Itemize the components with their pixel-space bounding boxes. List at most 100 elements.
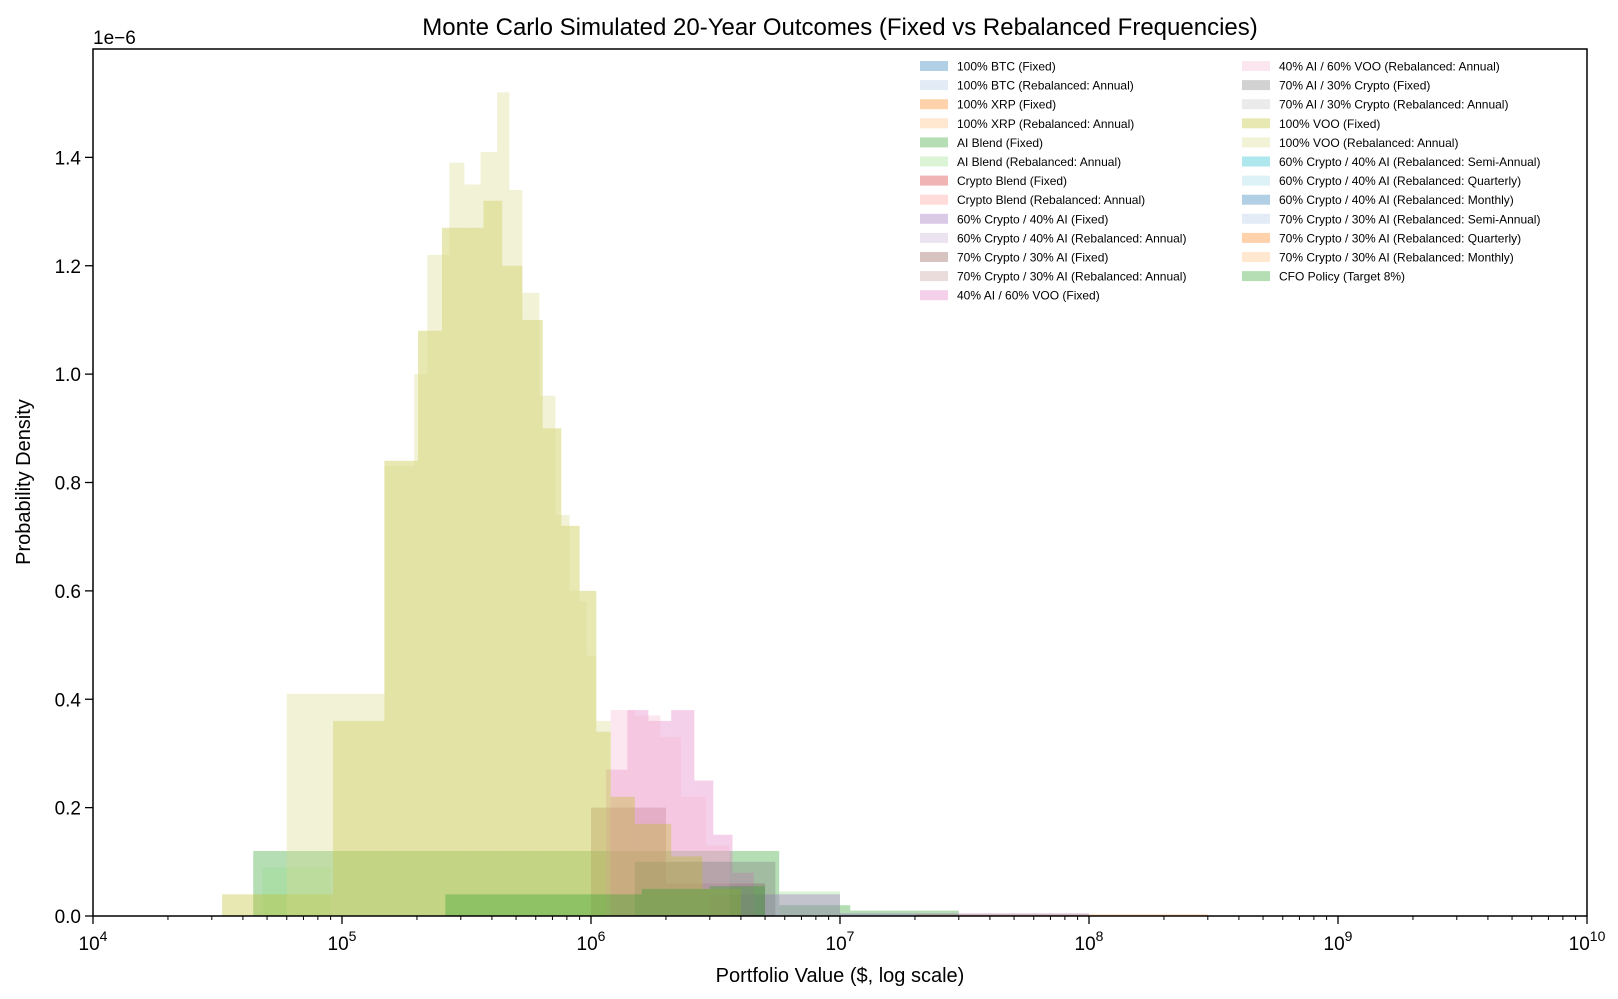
histogram-bars bbox=[222, 92, 1208, 917]
legend-swatch-3 bbox=[920, 118, 948, 129]
legend-label-0: 100% BTC (Fixed) bbox=[957, 60, 1056, 74]
bar-series-14-bin-0 bbox=[634, 861, 776, 916]
legend-label-5: AI Blend (Rebalanced: Annual) bbox=[957, 155, 1121, 169]
legend-swatch-12 bbox=[920, 290, 948, 301]
bar-series-12-bin-0 bbox=[606, 769, 628, 916]
y-tick-label-7: 1.4 bbox=[55, 148, 82, 169]
bar-series-5-bin-0 bbox=[262, 867, 331, 916]
bar-series-17-bin-12 bbox=[569, 590, 580, 917]
bar-series-12-bin-2 bbox=[648, 720, 672, 916]
legend-label-1: 100% BTC (Rebalanced: Annual) bbox=[957, 79, 1134, 93]
legend-label-16: 100% VOO (Fixed) bbox=[1279, 117, 1380, 131]
bar-series-16-bin-11 bbox=[579, 590, 597, 917]
bar-series-24-bin-2 bbox=[709, 886, 766, 916]
bar-series-4-bin-2 bbox=[850, 910, 959, 916]
y-tick-label-1: 0.2 bbox=[55, 799, 81, 820]
legend-swatch-20 bbox=[1242, 194, 1270, 205]
bar-series-12-bin-5 bbox=[713, 834, 733, 916]
bar-series-16-bin-15 bbox=[671, 856, 703, 916]
legend-label-19: 60% Crypto / 40% AI (Rebalanced: Quarter… bbox=[1279, 174, 1521, 188]
bar-series-13-bin-3 bbox=[681, 796, 707, 916]
legend-swatch-10 bbox=[920, 252, 948, 262]
bar-series-17-bin-10 bbox=[539, 395, 556, 916]
y-tick-label-6: 1.2 bbox=[55, 257, 81, 278]
y-tick-label-0: 0.0 bbox=[55, 907, 81, 928]
legend-label-22: 70% Crypto / 30% AI (Rebalanced: Quarter… bbox=[1279, 231, 1521, 245]
bar-series-16-bin-9 bbox=[542, 428, 562, 916]
bar-series-12-bin-6 bbox=[732, 872, 754, 916]
x-tick-label-2: 106 bbox=[577, 928, 606, 955]
legend-label-9: 60% Crypto / 40% AI (Rebalanced: Annual) bbox=[957, 231, 1186, 245]
bar-series-13-bin-0 bbox=[610, 710, 635, 916]
legend-label-14: 70% AI / 30% Crypto (Fixed) bbox=[1279, 79, 1430, 93]
legend-label-20: 60% Crypto / 40% AI (Rebalanced: Monthly… bbox=[1279, 193, 1514, 207]
y-axis: 0.0 0.2 0.4 0.6 0.8 1.0 1.2 1.4 bbox=[55, 148, 93, 928]
bar-series-17-bin-8 bbox=[509, 189, 523, 916]
bar-series-13-bin-1 bbox=[634, 715, 661, 916]
y-tick-label-2: 0.4 bbox=[55, 690, 82, 711]
bar-series-17-bin-2 bbox=[414, 374, 428, 917]
x-axis: 104 105 106 107 108 109 1010 bbox=[79, 916, 1606, 955]
bar-series-24-bin-0 bbox=[445, 894, 642, 916]
bar-series-17-bin-9 bbox=[522, 292, 540, 917]
legend-swatch-18 bbox=[1242, 156, 1270, 167]
legend: 100% BTC (Fixed) 100% BTC (Rebalanced: An… bbox=[920, 60, 1540, 303]
bar-series-10-bin-0 bbox=[591, 807, 666, 917]
x-tick-label-6: 1010 bbox=[1569, 928, 1606, 955]
bar-series-13-bin-4 bbox=[706, 845, 730, 916]
bar-series-16-bin-10 bbox=[561, 525, 580, 916]
legend-label-13: 40% AI / 60% VOO (Rebalanced: Annual) bbox=[1279, 60, 1500, 74]
legend-label-7: Crypto Blend (Rebalanced: Annual) bbox=[957, 193, 1145, 207]
legend-label-10: 70% Crypto / 30% AI (Fixed) bbox=[957, 251, 1108, 265]
legend-label-2: 100% XRP (Fixed) bbox=[957, 98, 1056, 112]
legend-label-11: 70% Crypto / 30% AI (Rebalanced: Annual) bbox=[957, 270, 1186, 284]
legend-swatch-8 bbox=[920, 213, 948, 224]
bar-series-17-bin-14 bbox=[586, 655, 597, 916]
bar-series-8-bin-0 bbox=[709, 894, 840, 916]
bar-series-12-bin-3 bbox=[671, 710, 695, 916]
bar-series-16-bin-6 bbox=[483, 200, 503, 917]
legend-swatch-7 bbox=[920, 194, 948, 205]
bar-series-4-bin-0 bbox=[253, 850, 780, 916]
bar-series-5-bin-1 bbox=[779, 891, 840, 916]
chart-title: Monte Carlo Simulated 20-Year Outcomes (… bbox=[422, 14, 1258, 41]
bar-series-8-bin-1 bbox=[840, 913, 1089, 916]
bar-series-16-bin-2 bbox=[384, 460, 419, 916]
legend-swatch-1 bbox=[920, 80, 948, 91]
bar-series-16-bin-5 bbox=[464, 227, 484, 916]
legend-swatch-23 bbox=[1242, 252, 1270, 262]
y-tick-label-5: 1.0 bbox=[55, 365, 81, 386]
legend-swatch-5 bbox=[920, 156, 948, 167]
bar-series-16-bin-4 bbox=[441, 227, 465, 916]
bar-series-16-bin-12 bbox=[596, 731, 611, 916]
legend-swatch-14 bbox=[1242, 80, 1270, 91]
x-tick-label-3: 107 bbox=[826, 928, 855, 955]
bar-series-4-bin-1 bbox=[779, 905, 851, 916]
bar-series-2-bin-0 bbox=[914, 914, 1208, 916]
bar-series-16-bin-13 bbox=[610, 796, 635, 916]
bar-series-17-bin-15 bbox=[596, 720, 611, 916]
bar-series-17-bin-1 bbox=[384, 466, 415, 916]
legend-label-3: 100% XRP (Rebalanced: Annual) bbox=[957, 117, 1134, 131]
legend-label-8: 60% Crypto / 40% AI (Fixed) bbox=[957, 212, 1108, 226]
bar-series-17-bin-0 bbox=[286, 693, 385, 916]
bar-series-17-bin-5 bbox=[464, 184, 481, 917]
legend-swatch-24 bbox=[1242, 271, 1270, 282]
legend-label-17: 100% VOO (Rebalanced: Annual) bbox=[1279, 136, 1458, 150]
legend-label-24: CFO Policy (Target 8%) bbox=[1279, 270, 1405, 284]
y-tick-label-3: 0.6 bbox=[55, 582, 81, 603]
legend-swatch-21 bbox=[1242, 213, 1270, 224]
y-axis-label: Probability Density bbox=[13, 399, 35, 565]
legend-swatch-6 bbox=[920, 175, 948, 186]
bar-series-13-bin-2 bbox=[660, 737, 682, 916]
legend-swatch-2 bbox=[920, 99, 948, 110]
bar-series-17-bin-6 bbox=[480, 151, 498, 916]
bar-series-17-bin-13 bbox=[579, 601, 587, 916]
bar-series-12-bin-4 bbox=[694, 780, 714, 916]
legend-swatch-11 bbox=[920, 271, 948, 282]
x-tick-label-0: 104 bbox=[79, 928, 108, 955]
bar-series-16-bin-14 bbox=[634, 823, 672, 916]
bar-series-17-bin-11 bbox=[555, 515, 570, 916]
bar-series-16-bin-16 bbox=[702, 888, 741, 916]
legend-label-23: 70% Crypto / 30% AI (Rebalanced: Monthly… bbox=[1279, 251, 1514, 265]
